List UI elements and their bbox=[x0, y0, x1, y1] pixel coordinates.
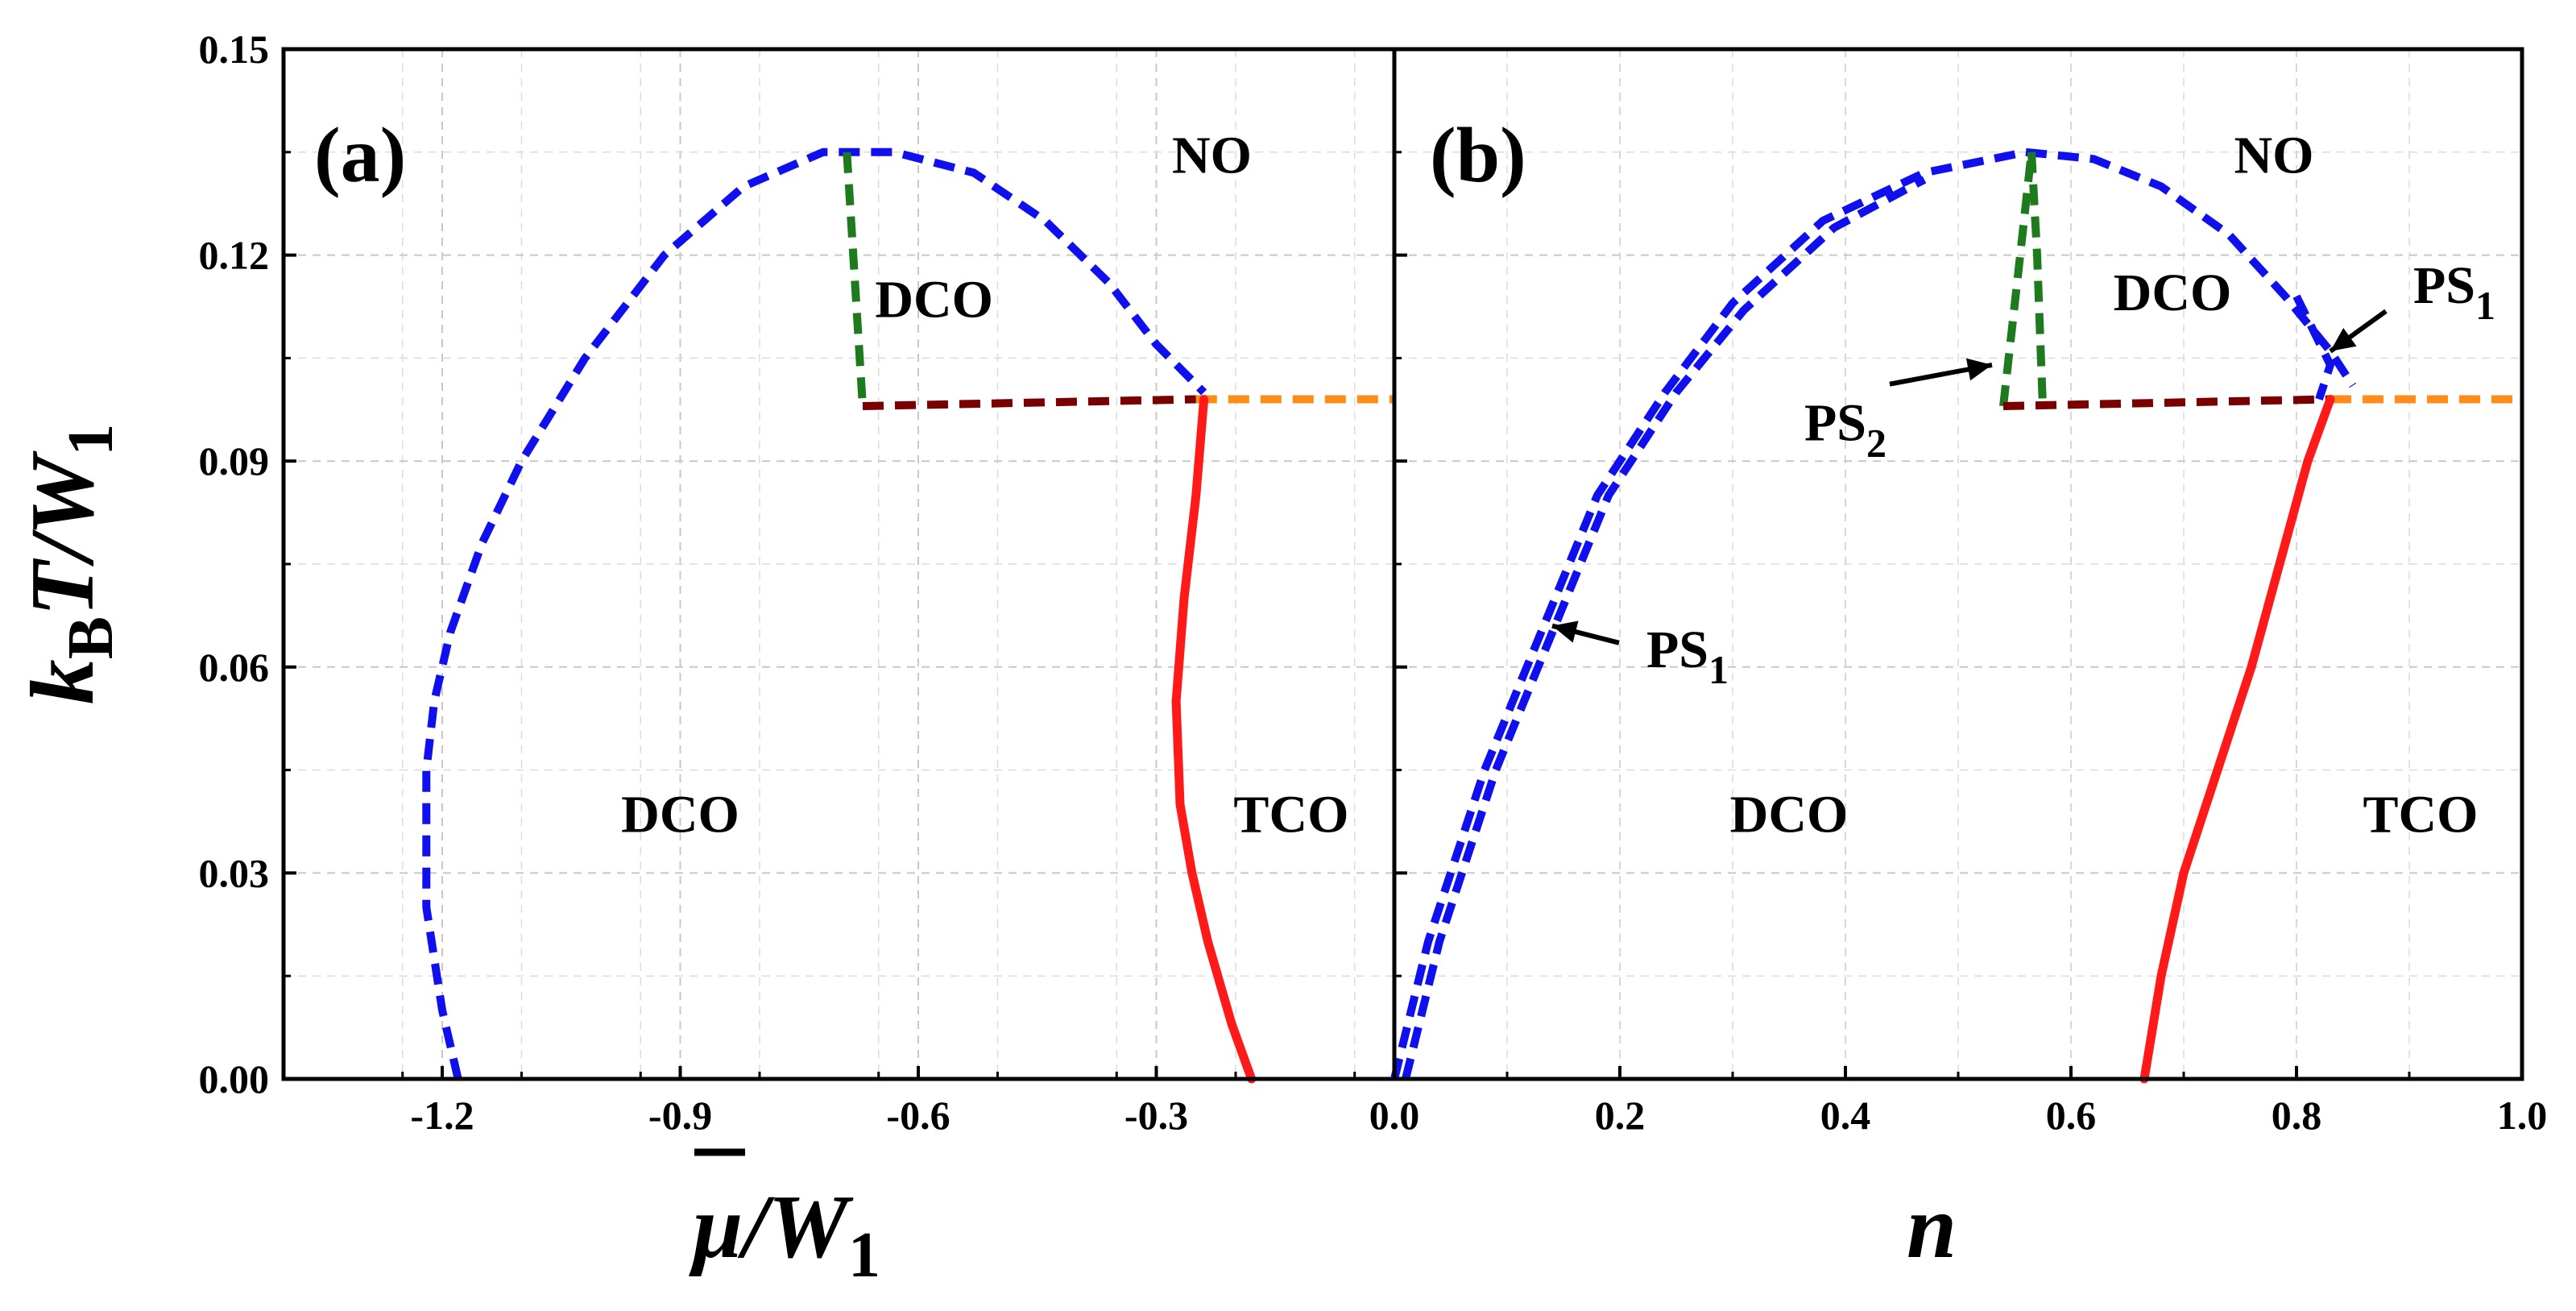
panel-a-label: (a) bbox=[314, 112, 406, 199]
x-tick-label: -0.6 bbox=[886, 1093, 950, 1138]
x-tick-label: 0.0 bbox=[1369, 1093, 1420, 1138]
panel-a-region-labels: NO DCO DCO TCO bbox=[621, 126, 1348, 844]
y-tick-label: 0.06 bbox=[199, 645, 270, 690]
ps-annotation-label: PS2 bbox=[1804, 394, 1886, 466]
x-label-b: n bbox=[1907, 1177, 1957, 1277]
ps-annotation-label: PS1 bbox=[1646, 620, 1729, 692]
x-tick-label: -1.2 bbox=[410, 1093, 474, 1138]
series-dco-tco-horizontal bbox=[2002, 395, 2331, 410]
series-dco-tco-horizontal bbox=[862, 395, 1196, 410]
panel-a: -1.2 -0.9 -0.6 -0.3 0.00 0.03 0.06 0.09 0.12 0.15… bbox=[199, 27, 1397, 1138]
annotation-arrowhead bbox=[1552, 620, 1579, 643]
series-dome-left bbox=[1390, 147, 2027, 1081]
ps-annotation-label: PS1 bbox=[2413, 256, 2495, 328]
panel-a-x-axis-label: μ/W1 bbox=[689, 1148, 880, 1291]
series-dome-right-inner bbox=[2292, 294, 2334, 401]
svg-text:kBT/W1: kBT/W1 bbox=[13, 424, 126, 704]
annotation-arrowhead bbox=[1965, 358, 1992, 381]
y-label-rest: T/W bbox=[13, 450, 113, 616]
region-label: NO bbox=[2234, 126, 2314, 185]
region-label: DCO bbox=[875, 270, 993, 329]
x-label-a-over: /W bbox=[737, 1177, 854, 1277]
y-tick-label: 0.09 bbox=[199, 438, 270, 483]
region-label: DCO bbox=[2114, 263, 2232, 322]
y-tick-label: 0.00 bbox=[199, 1056, 270, 1101]
panel-b-ticks: 0.0 0.2 0.4 0.6 0.8 1.0 bbox=[1369, 48, 2548, 1138]
y-label-k: k bbox=[13, 659, 113, 704]
x-tick-label: 0.4 bbox=[1820, 1093, 1871, 1138]
y-tick-label: 0.15 bbox=[199, 27, 270, 72]
panel-a-ticks: -1.2 -0.9 -0.6 -0.3 0.00 0.03 0.06 0.09 0.12 0.15 bbox=[199, 27, 1356, 1138]
panel-b-label: (b) bbox=[1430, 112, 1526, 199]
y-tick-label: 0.12 bbox=[199, 233, 270, 278]
series-dco-tco-boundary bbox=[2139, 395, 2335, 1084]
x-tick-label: 0.8 bbox=[2272, 1093, 2322, 1138]
x-label-a-sub: 1 bbox=[848, 1220, 880, 1291]
x-label-a-symbol: μ bbox=[689, 1177, 743, 1277]
region-label: TCO bbox=[2363, 785, 2478, 844]
series-dco-no-left bbox=[1999, 151, 2036, 407]
panel-b-series bbox=[1390, 147, 2522, 1084]
panel-b-region-labels: NO DCO DCO TCO bbox=[1730, 126, 2479, 844]
x-tick-label: 0.6 bbox=[2046, 1093, 2097, 1138]
y-tick-label: 0.03 bbox=[199, 850, 270, 895]
x-tick-label: -0.9 bbox=[648, 1093, 712, 1138]
x-tick-label: -0.3 bbox=[1124, 1093, 1188, 1138]
y-label-sub: 1 bbox=[56, 424, 126, 456]
region-label: DCO bbox=[1730, 785, 1849, 844]
region-label: NO bbox=[1172, 126, 1252, 185]
y-label-k-sub: B bbox=[56, 616, 126, 659]
series-dome bbox=[422, 147, 1207, 1081]
series-dco-no-right bbox=[2027, 151, 2047, 407]
x-tick-label: 1.0 bbox=[2497, 1093, 2548, 1138]
series-dco-tco-boundary bbox=[1171, 395, 1257, 1084]
x-tick-label: 0.2 bbox=[1595, 1093, 1646, 1138]
panel-b-annotations: PS1 PS2 PS1 bbox=[1551, 256, 2495, 692]
series-dco-no-vertical bbox=[843, 151, 867, 407]
annotation-arrowhead bbox=[2330, 327, 2357, 351]
region-label: DCO bbox=[621, 785, 739, 844]
panel-a-series bbox=[422, 147, 1394, 1084]
svg-text:μ/W1: μ/W1 bbox=[689, 1177, 880, 1291]
y-axis-label: kBT/W1 bbox=[13, 424, 126, 704]
region-label: TCO bbox=[1233, 785, 1348, 844]
series-dome-right bbox=[2025, 147, 2357, 388]
series-dome-left-inner bbox=[1402, 176, 1927, 1081]
